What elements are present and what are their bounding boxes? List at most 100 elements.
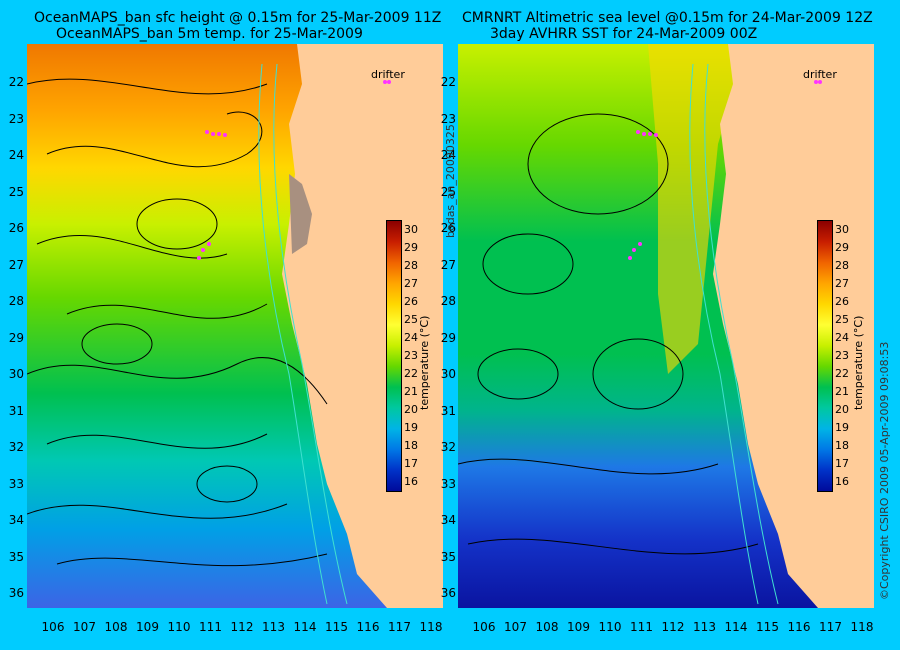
y-tick-label: 36 — [440, 586, 456, 600]
copyright-label: ©Copyright CSIRO 2009 05-Apr-2009 09:08:… — [878, 341, 891, 600]
x-tick-label: 107 — [504, 620, 527, 634]
colorbar-tick-label: 28 — [835, 259, 849, 272]
right-colorbar-title: temperature (°C) — [852, 315, 865, 410]
colorbar-tick-label: 26 — [404, 295, 418, 308]
colorbar-tick-label: 19 — [835, 421, 849, 434]
y-tick-label: 22 — [8, 75, 24, 89]
x-tick-label: 115 — [325, 620, 348, 634]
x-tick-label: 114 — [293, 620, 317, 634]
colorbar-tick-label: 17 — [835, 457, 849, 470]
x-tick-label: 106 — [41, 620, 65, 634]
x-tick-label: 118 — [419, 620, 443, 634]
right-contours — [458, 113, 759, 555]
colorbar-tick-label: 18 — [404, 439, 418, 452]
y-tick-label: 31 — [440, 403, 456, 418]
y-tick-label: 29 — [8, 330, 24, 345]
x-tick-label: 107 — [73, 620, 96, 634]
y-tick-label: 24 — [440, 148, 456, 162]
y-tick-label: 32 — [440, 440, 456, 454]
y-tick-label: 30 — [440, 367, 456, 381]
x-tick-label: 116 — [787, 620, 811, 634]
x-tick-label: 116 — [356, 620, 380, 634]
colorbar-tick-label: 29 — [835, 241, 849, 254]
y-tick-label: 27 — [8, 257, 24, 272]
right-drifter-label: drifter — [803, 68, 837, 81]
colorbar-tick-label: 16 — [404, 475, 418, 488]
colorbar-tick-label: 21 — [404, 385, 418, 398]
y-tick-label: 23 — [440, 111, 456, 126]
colorbar-tick-label: 24 — [404, 331, 418, 344]
colorbar-tick-label: 22 — [835, 367, 849, 380]
x-tick-label: 112 — [661, 620, 685, 634]
right-colorbar — [817, 220, 833, 492]
y-tick-label: 26 — [8, 221, 24, 235]
colorbar-tick-label: 27 — [835, 277, 849, 290]
x-tick-label: 117 — [388, 620, 411, 634]
left-map-panel[interactable] — [27, 44, 443, 608]
colorbar-tick-label: 28 — [404, 259, 418, 272]
colorbar-tick-label: 20 — [835, 403, 849, 416]
right-title-line1: CMRNRT Altimetric sea level @0.15m for 2… — [462, 10, 873, 26]
y-tick-label: 25 — [440, 184, 456, 199]
left-drifter-label: drifter — [371, 68, 405, 81]
colorbar-tick-label: 18 — [835, 439, 849, 452]
x-tick-label: 115 — [756, 620, 779, 634]
colorbar-tick-label: 25 — [835, 313, 849, 326]
run-id-label: bodas_an_20090325 — [444, 124, 457, 238]
x-tick-label: 109 — [136, 620, 159, 634]
colorbar-tick-label: 17 — [404, 457, 418, 470]
colorbar-tick-label: 24 — [835, 331, 849, 344]
y-tick-label: 27 — [440, 257, 456, 272]
colorbar-tick-label: 23 — [404, 349, 418, 362]
x-tick-label: 113 — [262, 620, 285, 634]
x-tick-label: 114 — [724, 620, 748, 634]
x-tick-label: 106 — [472, 620, 496, 634]
colorbar-tick-label: 19 — [404, 421, 418, 434]
colorbar-tick-label: 22 — [404, 367, 418, 380]
y-tick-label: 31 — [8, 403, 24, 418]
y-tick-label: 29 — [440, 330, 456, 345]
colorbar-tick-label: 30 — [835, 223, 849, 236]
right-shelf-contours — [689, 63, 779, 605]
y-tick-label: 35 — [440, 549, 456, 564]
colorbar-tick-label: 23 — [835, 349, 849, 362]
left-drifter-tracks — [197, 80, 391, 260]
y-tick-label: 33 — [440, 476, 456, 491]
x-tick-label: 108 — [104, 620, 128, 634]
left-title-line1: OceanMAPS_ban sfc height @ 0.15m for 25-… — [34, 10, 442, 26]
left-colorbar-title: temperature (°C) — [418, 315, 431, 410]
y-tick-label: 26 — [440, 221, 456, 235]
y-tick-label: 22 — [440, 75, 456, 89]
right-land — [713, 44, 874, 608]
y-tick-label: 34 — [8, 513, 24, 527]
left-land — [282, 44, 443, 608]
colorbar-tick-label: 20 — [404, 403, 418, 416]
x-tick-label: 111 — [199, 620, 222, 634]
y-tick-label: 34 — [440, 513, 456, 527]
right-map-panel[interactable] — [458, 44, 874, 608]
y-tick-label: 23 — [8, 111, 24, 126]
x-tick-label: 110 — [167, 620, 191, 634]
left-colorbar — [386, 220, 402, 492]
left-coastal-shelf — [289, 174, 312, 254]
y-tick-label: 28 — [440, 294, 456, 308]
x-tick-label: 112 — [230, 620, 254, 634]
y-tick-label: 36 — [8, 586, 24, 600]
y-tick-label: 24 — [8, 148, 24, 162]
colorbar-tick-label: 16 — [835, 475, 849, 488]
colorbar-tick-label: 29 — [404, 241, 418, 254]
x-tick-label: 110 — [598, 620, 622, 634]
y-tick-label: 25 — [8, 184, 24, 199]
x-tick-label: 108 — [535, 620, 559, 634]
y-tick-label: 32 — [8, 440, 24, 454]
left-title-line2: OceanMAPS_ban 5m temp. for 25-Mar-2009 — [56, 26, 363, 42]
y-tick-label: 30 — [8, 367, 24, 381]
left-shelf-contours — [258, 63, 348, 605]
x-tick-label: 111 — [630, 620, 653, 634]
right-title-line2: 3day AVHRR SST for 24-Mar-2009 00Z — [490, 26, 758, 42]
colorbar-tick-label: 30 — [404, 223, 418, 236]
y-tick-label: 33 — [8, 476, 24, 491]
x-tick-label: 113 — [693, 620, 716, 634]
colorbar-tick-label: 25 — [404, 313, 418, 326]
left-contours — [27, 78, 328, 567]
